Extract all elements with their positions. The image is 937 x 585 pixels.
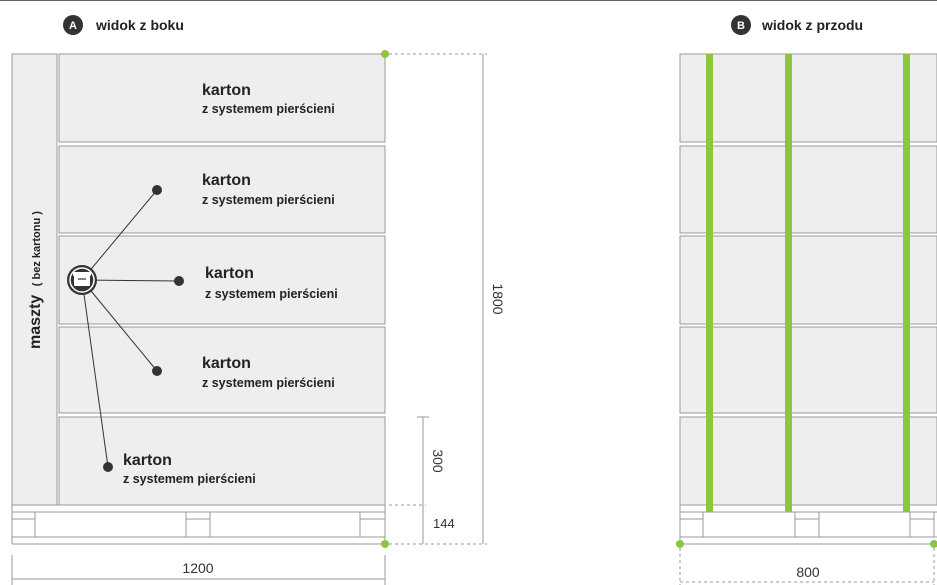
badge-a-label: A <box>69 20 77 32</box>
strap-1 <box>706 54 713 512</box>
side-view-header: A widok z boku <box>63 15 184 35</box>
side-view-title: widok z boku <box>95 17 184 33</box>
dim-front-width: 800 <box>796 564 820 580</box>
mast-panel <box>11 53 58 506</box>
corner-marker-bottom <box>381 540 389 548</box>
callout-dot-4 <box>152 366 162 376</box>
callout-dot-3 <box>174 276 184 286</box>
carton-4-subtitle: z systemem pierścieni <box>202 376 335 390</box>
front-carton-1 <box>679 53 937 143</box>
carton-1-title: karton <box>202 82 251 99</box>
front-carton-5 <box>679 416 937 506</box>
carton-5-title: karton <box>123 452 172 469</box>
front-corner-left <box>676 540 684 548</box>
side-pallet <box>11 504 386 545</box>
carton-4-title: karton <box>202 355 251 372</box>
mast-label: maszty ( bez kartonu ) <box>27 211 44 349</box>
carton-5-subtitle: z systemem pierścieni <box>123 472 256 486</box>
badge-b-label: B <box>737 20 745 32</box>
dim-side-width: 1200 <box>182 560 213 576</box>
callout-lines <box>81 189 180 468</box>
front-view-title: widok z przodu <box>761 17 863 33</box>
dim-total-height: 1800 <box>490 283 506 314</box>
front-pallet <box>679 504 937 545</box>
carton-2 <box>58 145 386 234</box>
callout-dot-5 <box>103 462 113 472</box>
carton-3-title: karton <box>205 265 254 282</box>
carton-2-subtitle: z systemem pierścieni <box>202 193 335 207</box>
strap-3 <box>903 54 910 512</box>
front-view-header: B widok z przodu <box>731 15 863 35</box>
front-carton-4 <box>679 326 937 414</box>
side-view: maszty ( bez kartonu ) karton z systemem… <box>11 50 506 585</box>
badge-b <box>731 15 751 35</box>
corner-marker-top <box>381 50 389 58</box>
strap-2 <box>785 54 792 512</box>
dim-pallet-height: 144 <box>433 516 455 531</box>
box-icon <box>67 265 97 295</box>
front-carton-3 <box>679 235 937 325</box>
callout-dot-2 <box>152 185 162 195</box>
dim-carton-height: 300 <box>430 449 446 473</box>
carton-1-subtitle: z systemem pierścieni <box>202 102 335 116</box>
carton-3-subtitle: z systemem pierścieni <box>205 287 338 301</box>
carton-5 <box>58 416 386 506</box>
carton-2-title: karton <box>202 172 251 189</box>
front-carton-2 <box>679 145 937 234</box>
front-corner-right <box>930 540 937 548</box>
carton-4 <box>58 326 386 414</box>
badge-a <box>63 15 83 35</box>
carton-1 <box>58 53 386 143</box>
front-view: 800 <box>676 53 937 585</box>
